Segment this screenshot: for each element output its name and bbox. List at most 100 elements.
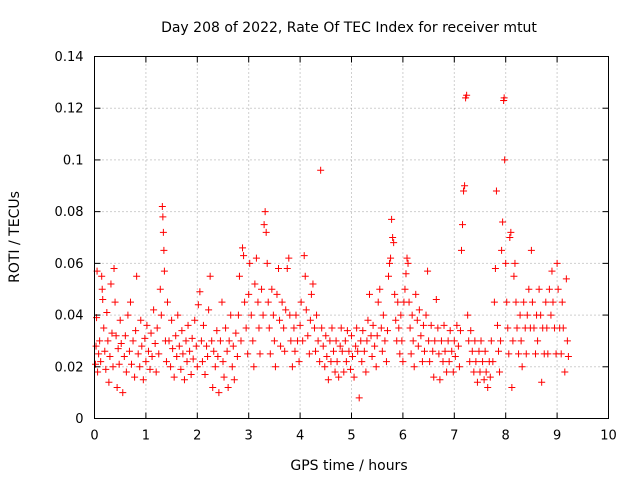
data-point <box>146 365 154 373</box>
data-point <box>389 234 397 241</box>
data-point <box>454 342 462 350</box>
data-point <box>407 350 415 358</box>
data-point <box>542 298 550 306</box>
data-point <box>285 254 293 262</box>
data-point <box>119 389 127 397</box>
data-point <box>98 272 106 280</box>
data-point <box>318 324 326 332</box>
data-point <box>156 285 164 293</box>
data-point <box>192 342 200 350</box>
data-point <box>199 321 207 329</box>
data-point <box>106 352 114 360</box>
data-point <box>235 272 243 280</box>
y-tick-label: 0 <box>75 412 83 427</box>
data-point <box>281 347 289 355</box>
data-point <box>354 347 362 355</box>
data-point <box>487 337 495 345</box>
data-point <box>211 363 219 371</box>
data-point <box>528 298 536 306</box>
x-axis-label: GPS time / hours <box>290 458 407 474</box>
data-point <box>283 265 291 273</box>
data-point <box>441 347 449 355</box>
data-point <box>332 337 340 345</box>
data-point <box>102 365 110 373</box>
data-point <box>252 254 260 262</box>
data-point <box>549 298 557 306</box>
data-point <box>112 332 120 340</box>
data-point <box>385 272 393 280</box>
data-point <box>510 272 518 280</box>
data-point <box>163 298 171 306</box>
x-tick-label: 1 <box>142 429 150 444</box>
data-point <box>125 347 133 355</box>
data-point <box>109 363 117 371</box>
data-point <box>498 246 506 254</box>
data-point <box>374 298 382 306</box>
data-point <box>312 347 320 355</box>
data-point <box>395 324 403 332</box>
data-point <box>256 350 264 358</box>
data-point <box>254 298 262 306</box>
data-point <box>350 373 358 381</box>
data-point <box>316 358 324 366</box>
data-point <box>144 347 152 355</box>
data-point <box>333 358 341 366</box>
data-point <box>443 368 451 376</box>
data-point <box>424 267 432 275</box>
data-point <box>138 342 146 350</box>
data-point <box>465 337 473 345</box>
data-point <box>263 259 271 267</box>
data-point <box>468 347 476 355</box>
data-point <box>414 342 422 350</box>
data-point <box>291 347 299 355</box>
data-point <box>309 280 317 288</box>
data-point <box>232 329 240 337</box>
y-tick-label: 0.14 <box>55 50 84 65</box>
data-point <box>133 272 141 280</box>
data-point <box>561 368 569 376</box>
data-point <box>331 368 339 376</box>
data-point <box>479 358 487 366</box>
data-point <box>124 311 132 319</box>
data-point <box>155 350 163 358</box>
data-point <box>376 285 384 293</box>
data-point <box>111 298 119 306</box>
data-point <box>186 347 194 355</box>
data-point <box>230 376 238 384</box>
x-tick-label: 9 <box>553 429 561 444</box>
data-point <box>448 347 456 355</box>
data-point <box>517 337 525 345</box>
data-point <box>346 365 354 373</box>
data-point <box>198 358 206 366</box>
data-point <box>429 347 437 355</box>
data-point <box>237 337 245 345</box>
data-point <box>116 316 124 324</box>
data-point <box>189 355 197 363</box>
data-point <box>489 358 497 366</box>
data-point <box>157 311 165 319</box>
data-point <box>484 383 492 391</box>
data-point <box>134 350 142 358</box>
data-point <box>99 296 107 304</box>
data-point <box>490 298 498 306</box>
data-point <box>214 352 222 360</box>
data-point <box>277 342 285 350</box>
data-point <box>439 358 447 366</box>
data-point <box>352 342 360 350</box>
data-point <box>137 316 145 324</box>
data-point <box>179 350 187 358</box>
data-point <box>247 311 255 319</box>
data-point <box>530 324 538 332</box>
data-point <box>117 340 125 348</box>
data-point <box>193 363 201 371</box>
data-point <box>418 358 426 366</box>
data-point <box>522 350 530 358</box>
data-point <box>261 208 269 216</box>
x-tick-label: 0 <box>90 429 98 444</box>
data-point <box>301 272 309 280</box>
data-point <box>265 324 273 332</box>
data-point <box>403 254 411 262</box>
data-point <box>409 337 417 345</box>
data-point <box>159 228 167 236</box>
